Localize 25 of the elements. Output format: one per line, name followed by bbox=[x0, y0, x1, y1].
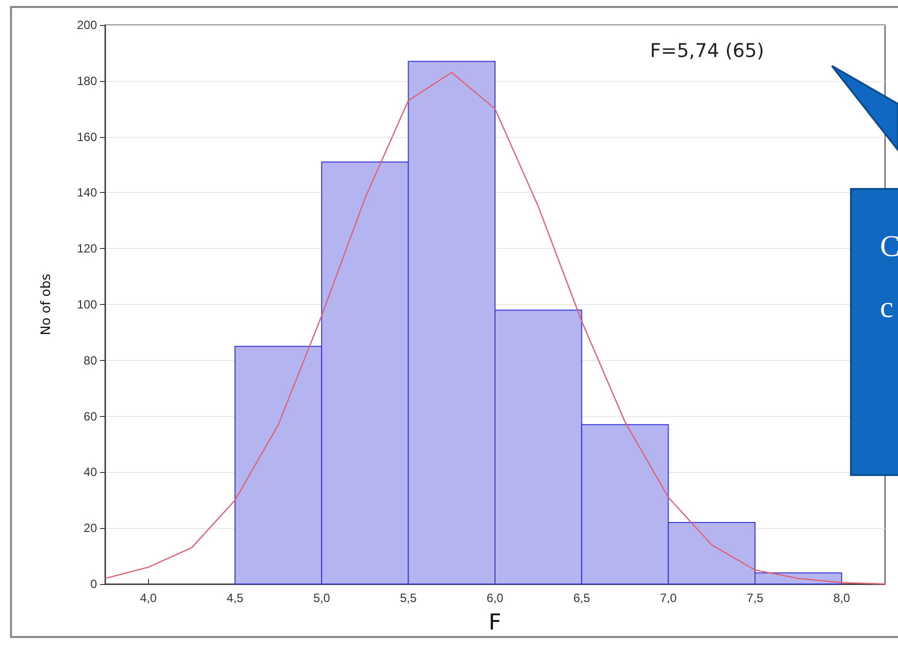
y-tick-label: 40 bbox=[84, 465, 98, 480]
annotation: C bbox=[880, 230, 898, 263]
annotation: c bbox=[880, 291, 894, 324]
y-tick-label: 80 bbox=[84, 353, 98, 368]
x-tick-label: 4,5 bbox=[226, 591, 244, 605]
y-axis-title: No of obs bbox=[39, 274, 54, 336]
y-tick-label: 0 bbox=[90, 577, 98, 591]
x-axis-title: F bbox=[488, 610, 502, 636]
y-tick-label: 200 bbox=[76, 18, 98, 32]
x-tick-label: 5,0 bbox=[313, 591, 330, 605]
y-tick-label: 60 bbox=[84, 409, 98, 424]
x-tick-label: 6,5 bbox=[573, 591, 590, 605]
x-tick-label: 7,0 bbox=[660, 591, 677, 605]
y-tick-label: 100 bbox=[76, 298, 98, 312]
y-tick-label: 20 bbox=[84, 521, 98, 536]
x-tick-label: 8,0 bbox=[833, 591, 850, 605]
x-tick-label: 7,5 bbox=[746, 591, 764, 605]
y-tick-label: 140 bbox=[76, 186, 98, 200]
x-tick-label: 5,5 bbox=[400, 591, 417, 605]
y-tick-label: 160 bbox=[76, 130, 98, 144]
x-tick-label: 6,0 bbox=[486, 591, 504, 605]
y-tick-label: 120 bbox=[76, 242, 98, 256]
annotation: F=5,74 (65) bbox=[650, 40, 764, 62]
x-tick-label: 4,0 bbox=[140, 591, 157, 605]
y-tick-label: 180 bbox=[76, 74, 98, 88]
